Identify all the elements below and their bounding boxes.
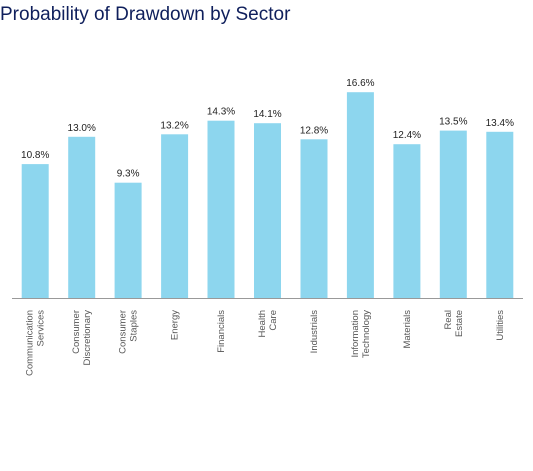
- bar: [486, 131, 514, 298]
- category-label-line: Consumer: [118, 310, 129, 354]
- bar: [254, 123, 281, 298]
- category-label-line: Energy: [170, 310, 181, 340]
- category-label-line: Technology: [361, 310, 372, 358]
- category-label-line: Communication: [25, 310, 36, 376]
- category-label-line: Care: [268, 310, 279, 331]
- bars-layer: [21, 92, 514, 298]
- bar: [393, 144, 421, 298]
- bar: [161, 134, 189, 298]
- category-labels-layer: Communication Services Consumer Discretiona…: [25, 310, 506, 376]
- chart-title: Probability of Drawdown by Sector: [0, 4, 291, 25]
- category-label-line: Estate: [454, 310, 465, 337]
- bar-value-label: 14.1%: [253, 109, 281, 120]
- category-label: Health Care: [257, 310, 279, 337]
- category-label-line: Materials: [402, 310, 413, 349]
- category-label: Utilities: [495, 310, 506, 341]
- bar-value-label: 13.2%: [160, 120, 188, 131]
- bar: [68, 136, 96, 298]
- category-label: Consumer Discretionary: [71, 310, 93, 366]
- bar-value-label: 13.5%: [439, 117, 467, 128]
- category-label-line: Financials: [216, 310, 227, 353]
- category-label-line: Health: [257, 310, 268, 337]
- category-label: Information Technology: [350, 310, 372, 358]
- bar-value-label: 16.6%: [346, 78, 374, 89]
- bar: [439, 130, 467, 298]
- category-label-line: Services: [36, 310, 47, 347]
- category-label: Materials: [402, 310, 413, 349]
- category-label-line: Industrials: [309, 310, 320, 354]
- category-label-line: Discretionary: [82, 310, 93, 366]
- category-label-line: Consumer: [71, 310, 82, 354]
- bar-value-label: 13.0%: [68, 123, 96, 134]
- bar-value-label: 14.3%: [207, 107, 235, 118]
- bar-value-label: 10.8%: [21, 150, 49, 161]
- bar: [207, 120, 235, 298]
- value-labels-layer: 10.8% 13.0% 9.3% 13.2% 14.3% 14.1% 12.8% 16.6% 1…: [21, 78, 514, 180]
- bar-value-label: 13.4%: [486, 118, 514, 129]
- category-label: Industrials: [309, 310, 320, 354]
- category-label: Consumer Staples: [118, 310, 140, 354]
- bar: [346, 92, 374, 298]
- category-label-line: Utilities: [495, 310, 506, 341]
- category-label: Real Estate: [443, 310, 465, 337]
- bar-value-label: 12.4%: [393, 130, 421, 141]
- category-label-line: Staples: [129, 310, 140, 342]
- category-label-line: Real: [443, 310, 454, 330]
- category-label: Financials: [216, 310, 227, 353]
- bar: [300, 139, 328, 298]
- category-label: Energy: [170, 310, 181, 340]
- category-label: Communication Services: [25, 310, 47, 376]
- bar-value-label: 12.8%: [300, 125, 328, 136]
- bar: [114, 182, 142, 298]
- category-label-line: Information: [350, 310, 361, 358]
- bar: [21, 164, 49, 298]
- bar-value-label: 9.3%: [117, 169, 140, 180]
